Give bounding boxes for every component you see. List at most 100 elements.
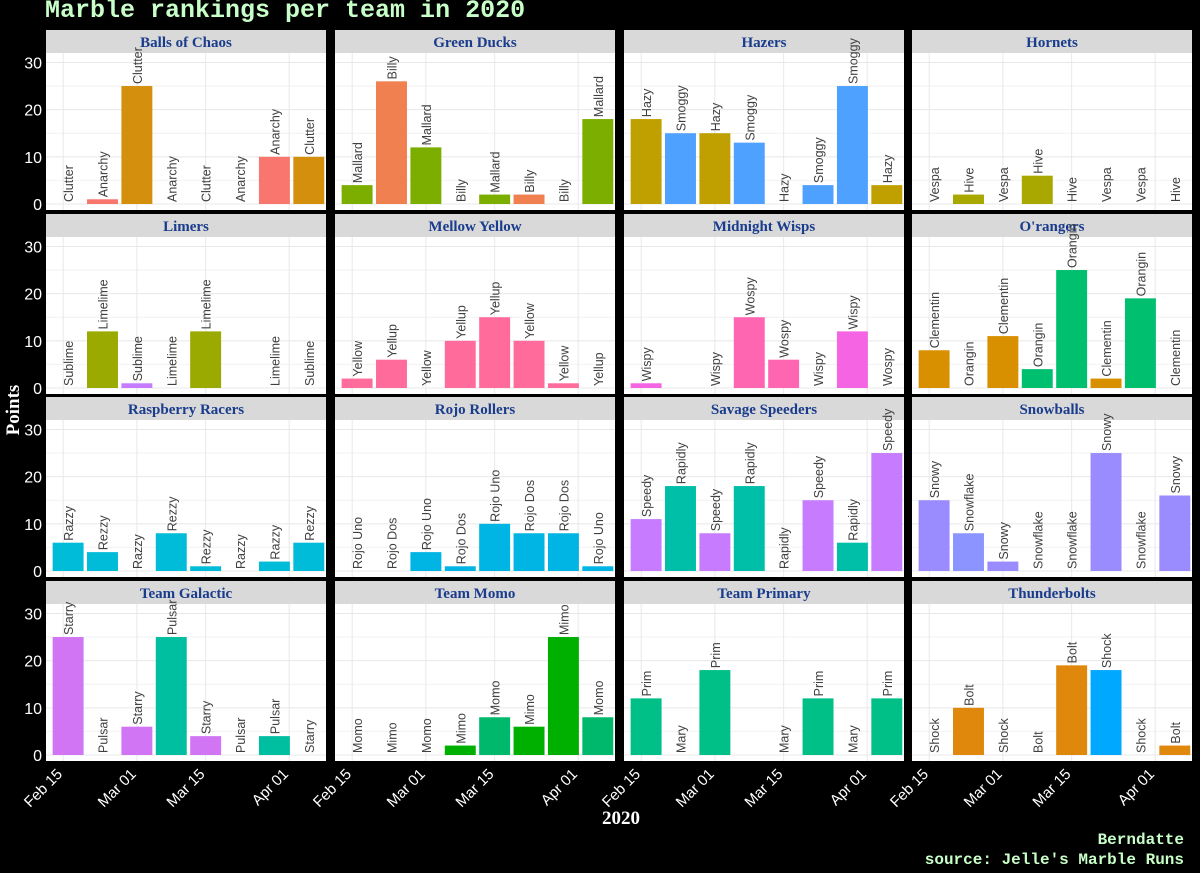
- bar-label: Mimo: [385, 722, 399, 753]
- bar-label: Pulsar: [268, 699, 282, 734]
- bar-label: Speedy: [812, 455, 826, 498]
- bar: [479, 194, 511, 204]
- y-tick-label: 30: [24, 606, 42, 623]
- facet-panel: Team Primary Prim Mary Prim Mary Prim Mary Prim…: [599, 581, 904, 811]
- facet-title: Snowballs: [1019, 402, 1084, 418]
- bar: [582, 119, 614, 204]
- bar: [630, 698, 662, 755]
- y-tick-label: 20: [24, 470, 42, 487]
- bar: [341, 185, 373, 204]
- facet-strip: [912, 581, 1192, 604]
- x-tick-label: Mar 01: [961, 766, 1006, 811]
- x-tick-label: Feb 15: [887, 766, 932, 811]
- facet-strip: [624, 581, 904, 604]
- bar-label: Smoggy: [674, 85, 688, 132]
- bar-label: Rojo Dos: [557, 480, 571, 531]
- x-tick-label: Mar 01: [384, 766, 429, 811]
- facet-panel: O'rangers Clementin Orangin Clementin Orangi…: [912, 214, 1192, 394]
- bar-label: Rapidly: [778, 527, 792, 569]
- bar: [987, 336, 1019, 388]
- bar-label: Momo: [420, 718, 434, 753]
- bar-label: Rezzy: [303, 505, 317, 540]
- bar: [1056, 665, 1088, 755]
- bar: [802, 698, 834, 755]
- bar-label: Wospy: [881, 347, 895, 386]
- bar-label: Billy: [557, 178, 571, 202]
- bar-label: Sublime: [303, 341, 317, 386]
- facet-panel: Team Galactic Starry Pulsar Starry Pulsar Sta…: [21, 581, 326, 811]
- bar: [513, 340, 545, 388]
- bar-label: Bolt: [1031, 731, 1045, 753]
- bar: [699, 670, 731, 755]
- x-tick-label: Mar 15: [741, 766, 786, 811]
- facet-title: Hazers: [742, 35, 787, 51]
- bar: [836, 86, 868, 204]
- bar-label: Hive: [962, 168, 976, 193]
- bar: [547, 383, 579, 388]
- bar-label: Pulsar: [165, 600, 179, 635]
- bar-label: Starry: [131, 691, 145, 725]
- bar-label: Shock: [1100, 633, 1114, 668]
- facet-strip: [46, 30, 326, 53]
- bar-label: Clementin: [997, 278, 1011, 334]
- x-tick-label: Mar 01: [95, 766, 140, 811]
- bar-label: Mallard: [420, 104, 434, 145]
- facet-strip: [624, 30, 904, 53]
- facet-title: Raspberry Racers: [128, 402, 244, 418]
- bar: [630, 519, 662, 571]
- bar-label: Vespa: [928, 167, 942, 202]
- bar: [768, 359, 800, 388]
- bar: [444, 745, 476, 755]
- bar-label: Mallard: [351, 142, 365, 183]
- bar: [293, 156, 325, 204]
- bar: [121, 726, 153, 755]
- x-tick-label: Apr 01: [538, 766, 581, 809]
- facet-strip: [335, 214, 615, 237]
- bar: [802, 500, 834, 571]
- credit-source: source: Jelle's Marble Runs: [924, 851, 1184, 869]
- bar-label: Snowy: [1169, 455, 1183, 493]
- bar-label: Yellup: [489, 282, 503, 316]
- y-tick-label: 20: [24, 103, 42, 120]
- bar-label: Pulsar: [234, 718, 248, 753]
- bar: [547, 637, 579, 755]
- bar-label: Yellup: [454, 305, 468, 339]
- bar-label: Razzy: [268, 524, 282, 559]
- bar-label: Wospy: [743, 276, 757, 315]
- bar-label: Orangin: [1066, 224, 1080, 269]
- bar: [1090, 453, 1122, 571]
- x-tick-label: Mar 15: [1029, 766, 1074, 811]
- bar-label: Momo: [592, 680, 606, 715]
- bar: [918, 500, 950, 571]
- bar-label: Clementin: [1100, 320, 1114, 376]
- bar-label: Clutter: [303, 118, 317, 155]
- bar-label: Snowflake: [1134, 511, 1148, 569]
- y-tick-label: 0: [33, 564, 42, 581]
- x-tick-label: Apr 01: [827, 766, 870, 809]
- bar-label: Shock: [1134, 718, 1148, 753]
- facet-strip: [624, 397, 904, 420]
- bar: [699, 533, 731, 571]
- facet-title: Mellow Yellow: [428, 219, 521, 235]
- bar-label: Pulsar: [96, 718, 110, 753]
- bar: [1090, 378, 1122, 388]
- bar-label: Mallard: [489, 152, 503, 193]
- facet-title: Hornets: [1026, 35, 1078, 51]
- bar-label: Yellow: [523, 302, 537, 339]
- bar: [258, 736, 290, 755]
- bar-label: Bolt: [962, 684, 976, 706]
- bar: [190, 736, 222, 755]
- bar: [444, 566, 476, 571]
- bar-label: Razzy: [131, 534, 145, 569]
- bar: [1021, 175, 1053, 204]
- bar-label: Anarchy: [234, 155, 248, 202]
- bar-label: Rojo Uno: [592, 512, 606, 564]
- bar: [258, 561, 290, 571]
- bar: [341, 378, 373, 388]
- bar: [376, 359, 407, 388]
- facet-title: Midnight Wisps: [713, 219, 816, 235]
- facet-panel: Hazers Hazy Smoggy Hazy Smoggy Hazy Smoggy Smog…: [624, 30, 904, 210]
- bar: [1090, 670, 1122, 755]
- bar-label: Mary: [674, 724, 688, 753]
